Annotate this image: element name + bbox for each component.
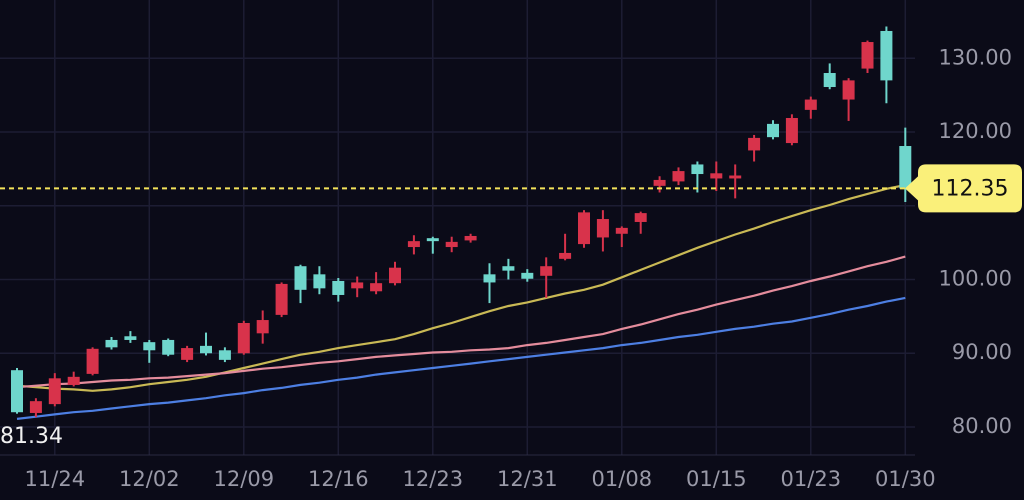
candle-body — [804, 99, 817, 110]
candle-body — [29, 401, 42, 413]
candle-body — [351, 282, 364, 289]
candle-body — [842, 80, 855, 100]
x-tick-label: 01/23 — [781, 467, 842, 491]
x-tick-label: 01/30 — [875, 467, 936, 491]
y-tick-label: 90.00 — [952, 340, 1012, 364]
candle-body — [767, 123, 779, 138]
candle-body — [823, 73, 836, 88]
candle-body — [218, 350, 231, 360]
candle-body — [67, 376, 80, 385]
candle-body — [578, 212, 590, 245]
candle-body — [200, 345, 212, 354]
candle-body — [407, 241, 420, 248]
last-price-label: 112.35 — [932, 176, 1009, 201]
x-tick-label: 12/16 — [308, 467, 369, 491]
x-tick-label: 12/02 — [119, 467, 180, 491]
ma-line — [16, 296, 906, 420]
x-tick-label: 12/09 — [214, 467, 275, 491]
candle-body — [162, 339, 175, 355]
candle-body — [596, 219, 609, 238]
candle-body — [48, 378, 61, 405]
candle-body — [426, 238, 439, 242]
candle-body — [11, 370, 23, 413]
min-price-label: 81.34 — [0, 424, 63, 449]
candle-body — [181, 348, 194, 360]
candle-body — [502, 266, 515, 271]
overlay: 80.0090.00100.00110.00120.00130.0011/241… — [0, 45, 1022, 491]
candle-body — [559, 252, 572, 259]
y-tick-label: 130.00 — [939, 45, 1012, 69]
candle-body — [861, 42, 874, 69]
candle-body — [105, 339, 118, 348]
candle-body — [691, 164, 704, 175]
candle-body — [237, 322, 250, 354]
ma-line — [16, 184, 906, 392]
candle-body — [880, 30, 893, 81]
moving-averages — [16, 184, 906, 420]
y-tick-label: 100.00 — [939, 266, 1012, 290]
candle-body — [540, 266, 553, 276]
x-tick-label: 12/23 — [403, 467, 464, 491]
x-tick-label: 01/15 — [686, 467, 747, 491]
candle-body — [710, 173, 723, 179]
candle-body — [275, 283, 288, 315]
candle-body — [445, 241, 458, 248]
candle-body — [729, 175, 742, 179]
candle-body — [294, 266, 307, 290]
candle-body — [785, 117, 798, 144]
candle-body — [615, 227, 628, 234]
candle-body — [332, 280, 345, 295]
ma-line — [16, 255, 906, 389]
candle-body — [256, 320, 269, 334]
candle-body — [899, 146, 912, 189]
x-tick-label: 01/08 — [592, 467, 653, 491]
last-price-box — [905, 164, 1022, 213]
candle-body — [653, 179, 666, 186]
candle-body — [521, 272, 534, 279]
candle-body — [313, 274, 326, 289]
x-tick-label: 11/24 — [25, 467, 86, 491]
candle-body — [389, 267, 401, 284]
candle-body — [370, 283, 383, 292]
candles — [11, 26, 912, 418]
y-tick-label: 80.00 — [952, 414, 1012, 438]
x-tick-label: 12/31 — [497, 467, 558, 491]
candle-body — [86, 348, 99, 374]
candle-body — [634, 213, 647, 222]
y-tick-label: 120.00 — [939, 119, 1012, 143]
candle-body — [143, 342, 156, 351]
candle-body — [672, 171, 685, 182]
candle-body — [748, 137, 761, 151]
candle-body — [124, 336, 137, 340]
candle-body — [483, 274, 496, 283]
candle-body — [464, 235, 477, 241]
